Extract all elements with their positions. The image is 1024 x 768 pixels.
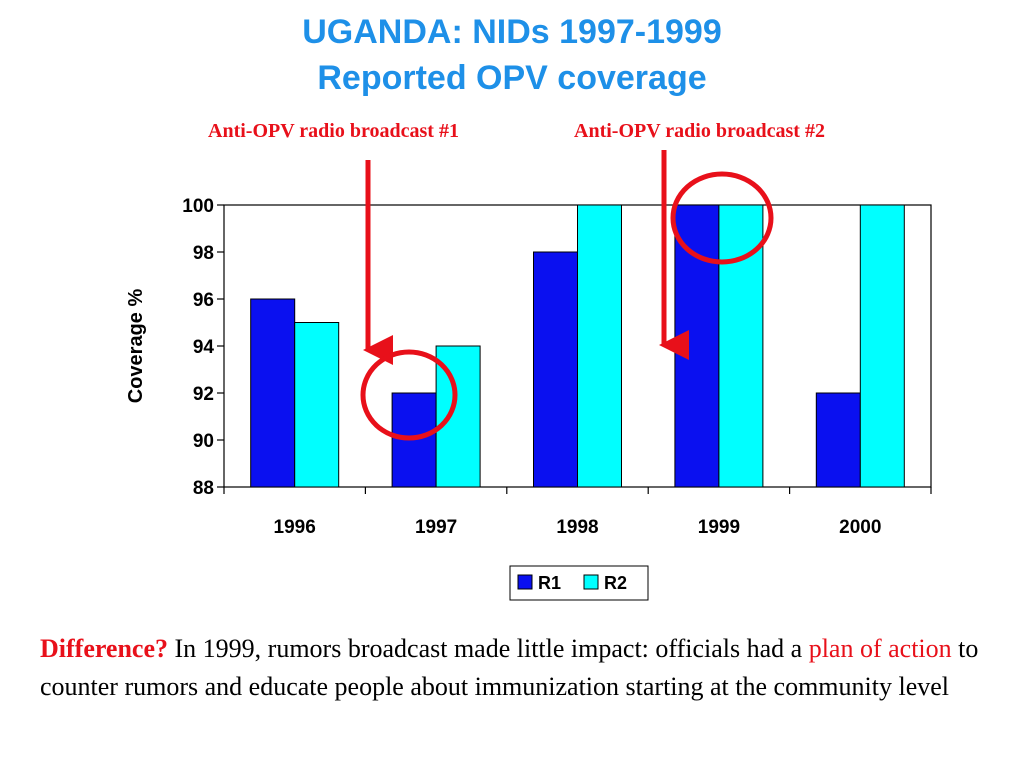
- bar-r2-1996: [294, 322, 340, 488]
- bar-r1-2000: [815, 392, 861, 488]
- caption-part-2: to counter rumors and educate people abo…: [40, 634, 979, 701]
- y-tick-label: 98: [193, 243, 214, 264]
- bar-r2-1998: [577, 204, 622, 488]
- x-axis-ticks: 1996 1997 1998 1999 2000: [223, 487, 932, 538]
- y-axis-ticks: 88 90 92 94 96 98 100: [182, 196, 224, 499]
- x-tick-label-1999: 1999: [698, 517, 740, 538]
- bar-r1-1996: [250, 298, 296, 488]
- annotation-broadcast-2: Anti-OPV radio broadcast #2: [574, 120, 825, 142]
- slide-title-line-2: Reported OPV coverage: [317, 59, 707, 97]
- y-tick-label: 88: [193, 478, 214, 499]
- caption-highlight: plan of action: [808, 634, 952, 663]
- bar-r1-1999: [674, 204, 720, 488]
- legend-frame: [509, 565, 649, 601]
- legend-swatch-r2: [583, 574, 599, 590]
- x-tick-label-1997: 1997: [415, 517, 457, 538]
- highlight-circle-1997: [360, 349, 458, 441]
- y-tick-label: 90: [193, 431, 214, 452]
- y-axis-label: Coverage %: [125, 289, 147, 404]
- legend-label-r2: R2: [604, 573, 627, 593]
- legend: R1 R2: [509, 565, 649, 601]
- x-tick-label-1998: 1998: [556, 517, 598, 538]
- x-tick-label-2000: 2000: [839, 517, 881, 538]
- bar-r2-2000: [859, 204, 905, 488]
- caption-part-1: In 1999, rumors broadcast made little im…: [168, 634, 809, 663]
- y-tick-label: 92: [193, 384, 214, 405]
- y-tick-label: 100: [182, 196, 214, 217]
- y-tick-label: 94: [193, 337, 215, 358]
- bars-group: [250, 204, 905, 488]
- caption-lead: Difference?: [40, 634, 169, 663]
- y-tick-label: 96: [193, 290, 214, 311]
- legend-label-r1: R1: [538, 573, 561, 593]
- coverage-bar-chart: 88 90 92 94 96 98 100 1996 1997 1998 1999 2000 Cov…: [125, 150, 932, 601]
- bar-r1-1998: [533, 251, 578, 488]
- legend-swatch-r1: [517, 574, 533, 590]
- x-tick-label-1996: 1996: [274, 517, 316, 538]
- slide-title-line-1: UGANDA: NIDs 1997-1999: [302, 13, 722, 51]
- highlight-circle-1999: [670, 171, 774, 265]
- annotation-broadcast-1: Anti-OPV radio broadcast #1: [208, 120, 459, 142]
- slide-caption: Difference? In 1999, rumors broadcast ma…: [40, 630, 990, 706]
